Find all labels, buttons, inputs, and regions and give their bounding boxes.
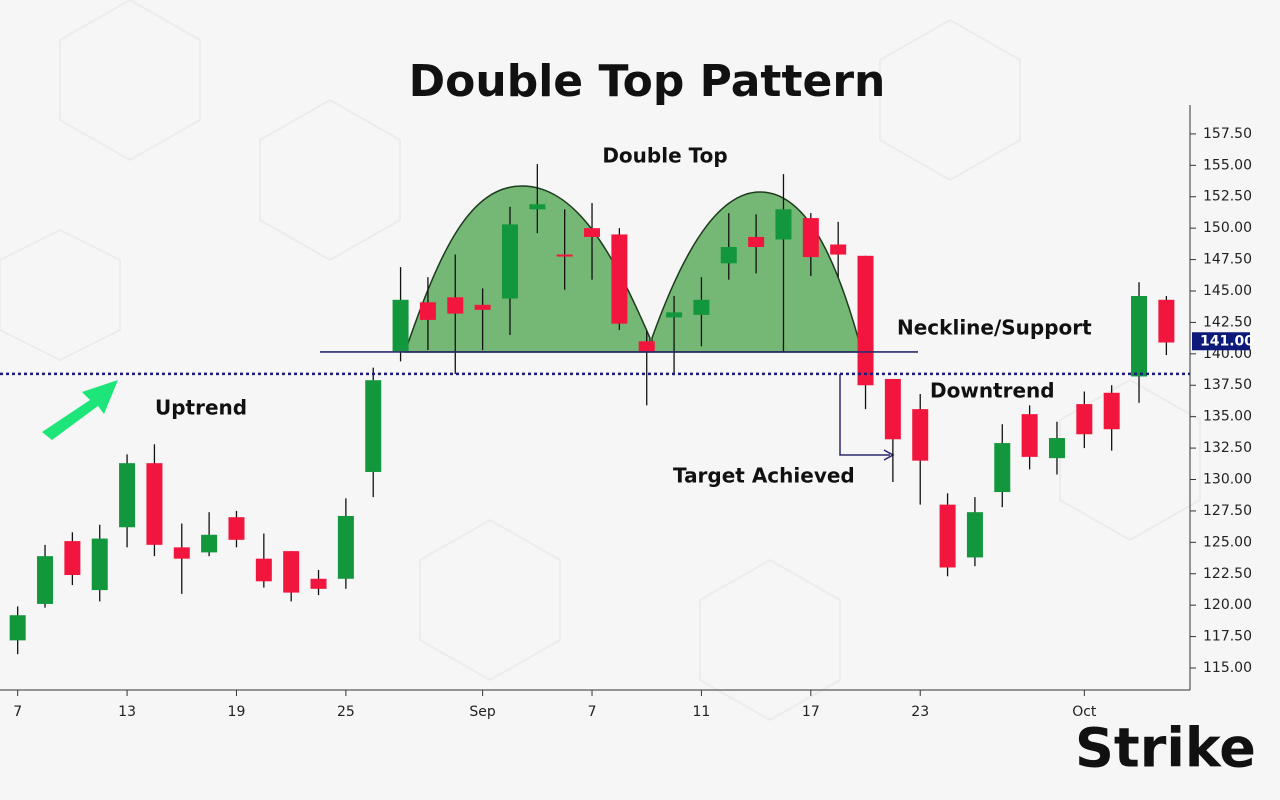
x-tick-label: 25 [337, 704, 355, 720]
x-tick-label: 19 [228, 704, 246, 720]
y-tick-label: 132.50 [1203, 440, 1252, 456]
y-tick-label: 120.00 [1203, 597, 1252, 613]
candle-body [611, 234, 628, 324]
candle-body [666, 312, 683, 318]
y-tick-label: 157.50 [1203, 126, 1252, 142]
candle-body [337, 515, 354, 579]
candle-body [1131, 296, 1148, 377]
y-tick-label: 137.50 [1203, 377, 1252, 393]
annotation: Target Achieved [673, 464, 855, 488]
x-tick-label: Oct [1072, 704, 1097, 720]
background-hexagons [0, 0, 1200, 720]
candle-body [884, 378, 901, 440]
candle-body [802, 218, 819, 258]
candle-body [447, 297, 464, 314]
candle-body [529, 204, 546, 210]
x-tick-label: 23 [911, 704, 929, 720]
chart-title: Double Top Pattern [409, 56, 886, 107]
x-tick-label: Sep [469, 704, 496, 720]
y-tick-label: 147.50 [1203, 252, 1252, 268]
candle-body [748, 236, 765, 248]
candle-body [1076, 404, 1093, 435]
candle-body [201, 534, 218, 553]
annotation: Neckline/Support [897, 316, 1092, 340]
candle-body [146, 463, 163, 545]
price-label: 141.00 [1200, 333, 1254, 349]
x-tick-label: 7 [13, 704, 22, 720]
candle-body [501, 224, 518, 299]
candle-body [310, 578, 327, 589]
y-tick-label: 130.00 [1203, 472, 1252, 488]
candle-body [939, 504, 956, 568]
y-tick-label: 122.50 [1203, 566, 1252, 582]
candle-body [474, 304, 491, 310]
candle-body [173, 547, 190, 559]
candle-body [720, 247, 737, 264]
candle-body [283, 551, 300, 593]
candle-body [419, 302, 436, 320]
y-tick-label: 127.50 [1203, 503, 1252, 519]
x-tick-label: 7 [588, 704, 597, 720]
double-top-humps [403, 185, 863, 353]
candle-body [1048, 438, 1065, 459]
annotation: Uptrend [155, 396, 247, 420]
candle-body [912, 409, 929, 461]
candle-body [9, 615, 26, 641]
y-tick-label: 150.00 [1203, 220, 1252, 236]
x-tick-label: 13 [118, 704, 136, 720]
candle-body [638, 341, 655, 352]
price-badge [1192, 332, 1250, 351]
candle-body [365, 380, 382, 472]
y-tick-label: 115.00 [1203, 660, 1252, 676]
candle-body [556, 254, 573, 257]
candle-body [255, 558, 272, 582]
y-tick-label: 135.00 [1203, 409, 1252, 425]
candle-body [857, 255, 874, 386]
candle-body [392, 299, 409, 352]
candle-body [830, 244, 847, 255]
candle-body [584, 228, 601, 237]
annotation: Downtrend [930, 379, 1055, 403]
brand-logo: Strike [1075, 717, 1256, 780]
candle-body [37, 556, 54, 604]
y-tick-label: 152.50 [1203, 189, 1252, 205]
candle-body [119, 463, 136, 528]
candle-body [775, 209, 792, 240]
candle-body [1103, 392, 1120, 430]
uptrend-arrow [42, 380, 118, 440]
x-tick-label: 17 [802, 704, 820, 720]
candle-body [228, 517, 245, 540]
candle-body [693, 299, 710, 315]
candle-body [64, 541, 81, 576]
annotation: Double Top [602, 144, 727, 168]
x-tick-label: 11 [693, 704, 711, 720]
y-tick-label: 142.50 [1203, 314, 1252, 330]
target-arrow [839, 374, 890, 456]
candle-body [966, 512, 983, 558]
y-tick-label: 125.00 [1203, 534, 1252, 550]
candle-body [1158, 299, 1175, 343]
candle-body [91, 538, 108, 591]
candle-body [1021, 414, 1038, 457]
y-tick-label: 155.00 [1203, 157, 1252, 173]
y-tick-label: 117.50 [1203, 629, 1252, 645]
y-tick-label: 145.00 [1203, 283, 1252, 299]
candle-body [994, 443, 1011, 493]
